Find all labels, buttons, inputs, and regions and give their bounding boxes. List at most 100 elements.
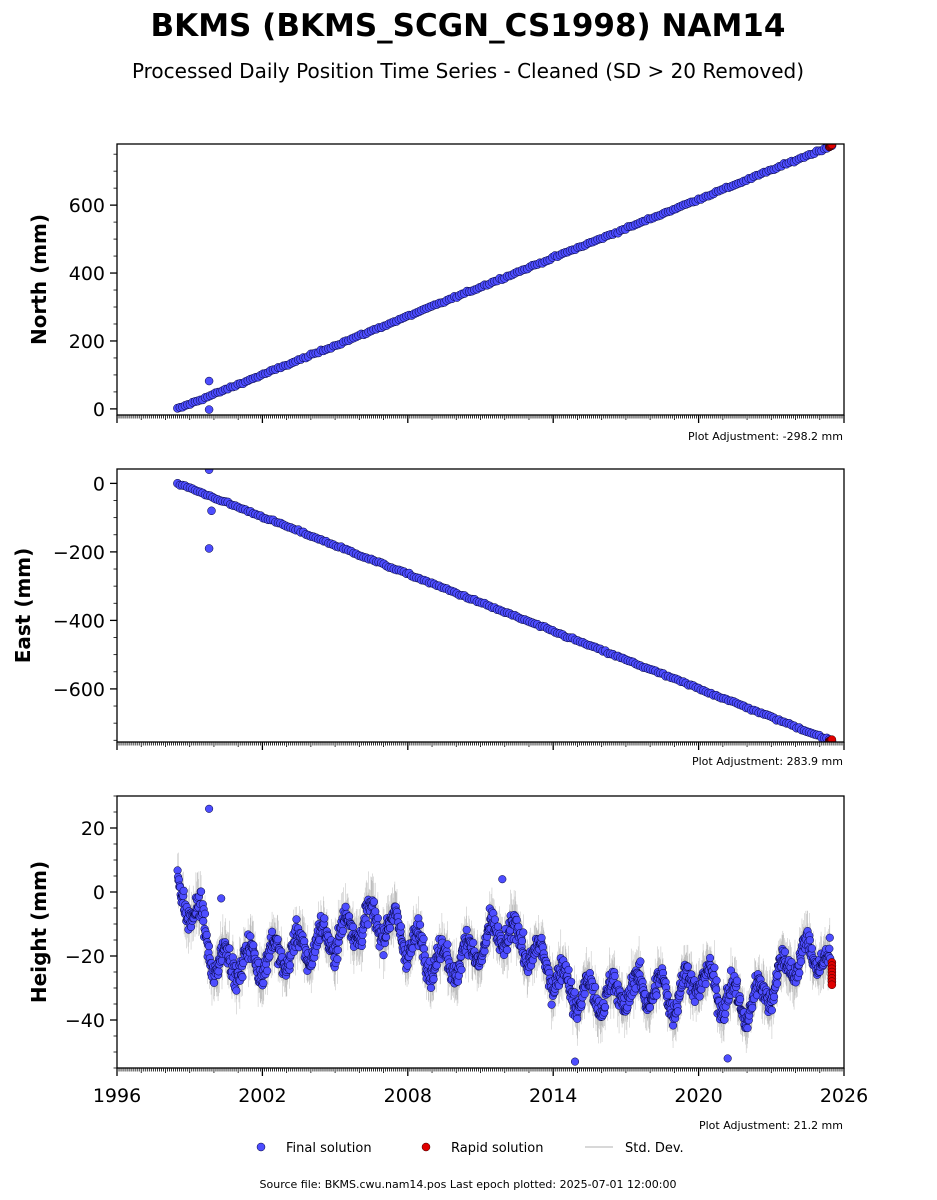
final-point [795,968,804,977]
final-point [748,1003,757,1012]
final-point [683,962,692,971]
final-point [733,976,742,985]
final-point [652,991,661,1000]
data-layer [173,804,837,1066]
final-point [419,944,429,953]
final-point [341,902,350,911]
final-point [225,944,234,953]
final-point [416,920,425,929]
outlier-point [207,506,216,516]
x-tick-label: 1996 [93,1085,141,1107]
y-tick-label: −200 [53,542,105,564]
x-tick-label: 2020 [674,1085,722,1107]
rapid-point [827,980,837,990]
outlier-point [570,1057,580,1066]
final-point [249,941,258,950]
final-point [268,927,277,936]
y-tick-label: 200 [69,331,105,353]
final-point [246,932,255,941]
final-point [767,1006,776,1015]
final-point [363,920,372,929]
y-axis-label: East (mm) [11,548,35,664]
x-tick-label: 2002 [238,1085,286,1107]
final-point [825,933,834,942]
final-point [403,961,412,970]
final-point [320,914,329,923]
x-tick-label: 2008 [384,1085,432,1107]
panel-1: −600 −400 −200 0 East (mm) Plot Adjustment: 2… [11,468,845,768]
y-axis-label: North (mm) [27,214,51,345]
y-tick-label: 600 [69,195,105,217]
final-point [373,914,382,923]
final-point [663,991,672,1000]
final-point [179,886,188,895]
chart-subtitle: Processed Daily Position Time Series - C… [132,59,804,83]
final-point [721,1009,730,1019]
y-tick-label: −400 [53,610,105,632]
outlier-point [204,544,214,553]
legend: Final solution Rapid solution Std. Dev. [256,1141,684,1156]
final-point [773,979,782,988]
final-point [263,966,272,975]
final-point [292,915,301,924]
final-point [773,971,782,980]
legend-final-marker [256,1142,266,1152]
final-point [517,936,527,946]
final-point [706,953,715,962]
plot-adjustment: Plot Adjustment: 21.2 mm [699,1119,843,1132]
final-point [567,977,576,986]
x-tick-label: 2014 [529,1085,577,1107]
final-point [690,997,699,1006]
y-tick-label: −20 [65,946,105,968]
final-point [669,1021,678,1030]
outlier-point [498,875,507,884]
outlier-point [217,894,226,903]
legend-rapid-marker [421,1142,431,1152]
y-tick-label: −600 [53,679,105,701]
y-axis-label: Height (mm) [27,861,51,1003]
final-point [457,965,466,974]
legend-final-label: Final solution [286,1141,372,1156]
final-point [601,1003,610,1012]
final-point [386,923,395,933]
y-tick-label: 0 [93,399,105,421]
outlier-point [723,1054,732,1063]
plot-adjustment: Plot Adjustment: -298.2 mm [688,430,843,443]
final-point [285,961,294,970]
final-point [537,933,546,942]
rapid-point [827,144,837,149]
final-point [577,1000,586,1009]
legend-std-label: Std. Dev. [625,1141,684,1156]
final-point [636,957,645,966]
y-tick-label: 0 [93,882,105,904]
final-point [369,897,378,906]
final-point [695,992,704,1001]
final-point [379,951,388,960]
final-point [199,917,208,926]
final-point [333,955,342,964]
final-point [770,992,779,1001]
final-point [259,979,268,988]
final-point [214,967,223,976]
final-point [736,995,745,1004]
final-point [743,1024,752,1033]
final-point [443,940,452,949]
y-tick-label: 0 [93,473,105,495]
final-point [348,922,358,931]
final-point [712,985,721,994]
final-point [480,947,489,956]
x-tick-label: 2026 [820,1085,868,1107]
final-point [210,978,219,987]
final-point [807,944,816,953]
final-point [591,982,600,992]
footer-note: Source file: BKMS.cwu.nam14.pos Last epo… [260,1178,677,1191]
final-point [519,928,528,937]
outlier-point [205,804,214,813]
final-point [300,937,309,946]
final-point [825,944,834,953]
final-point [610,971,619,981]
final-point [462,925,471,934]
final-point [547,1000,556,1009]
